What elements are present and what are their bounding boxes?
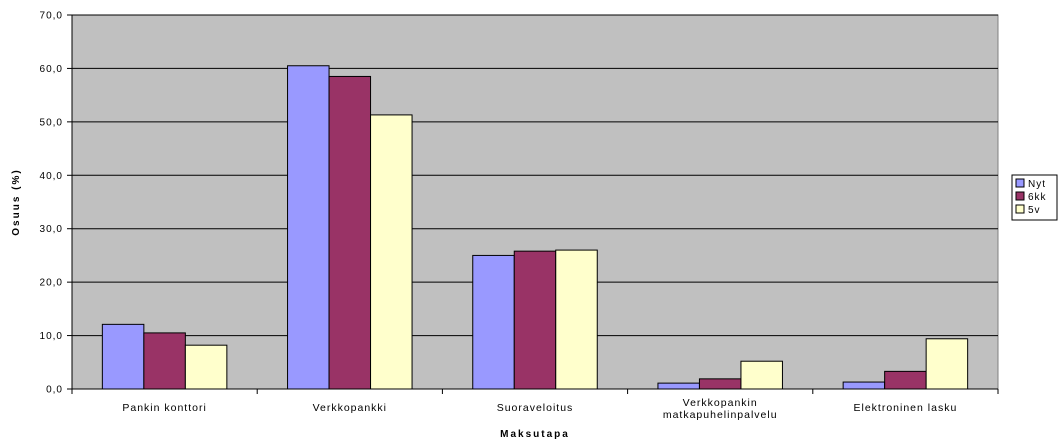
legend-swatch-6kk (1015, 191, 1025, 201)
bar-6kk-1 (328, 75, 372, 390)
bar-nyt-0 (101, 323, 145, 390)
y-tick-label: 10,0 (40, 331, 63, 342)
legend-label-nyt: Nyt (1028, 179, 1046, 190)
bar-5v-2 (555, 249, 598, 390)
y-tick-label: 20,0 (40, 278, 63, 289)
bar-5v-1 (370, 114, 413, 390)
legend-swatch-nyt (1015, 178, 1025, 188)
x-category-label: Suoraveloitus (497, 402, 574, 414)
x-category-label: Elektroninen lasku (853, 402, 957, 414)
y-tick-label: 30,0 (40, 224, 63, 235)
y-tick-labels: 0,0 10,0 20,0 30,0 40,0 50,0 60,0 70,0 (40, 11, 63, 396)
y-axis-title: Osuus (%) (11, 168, 22, 235)
y-tick-label: 40,0 (40, 171, 63, 182)
bar-5v-4 (925, 338, 969, 390)
y-tick-label: 0,0 (46, 385, 63, 396)
x-category-label: Verkkopankki (313, 402, 387, 414)
x-category-label: Verkkopankin (683, 397, 758, 409)
bar-nyt-1 (287, 65, 330, 390)
bar-6kk-2 (513, 250, 557, 390)
bars (101, 65, 969, 390)
bar-5v-0 (184, 344, 228, 390)
bar-nyt-4 (842, 381, 886, 390)
y-tick-label: 50,0 (40, 117, 63, 128)
bar-nyt-2 (472, 254, 515, 390)
legend: Nyt 6kk 5v (1011, 174, 1058, 221)
x-category-label: Pankin konttori (122, 402, 206, 414)
bar-5v-3 (740, 360, 783, 390)
legend-label-6kk: 6kk (1028, 192, 1047, 203)
grid-lines (72, 14, 998, 337)
x-category-labels: Pankin konttori Verkkopankki Suoraveloitus… (122, 397, 957, 421)
bar-6kk-3 (698, 378, 742, 390)
bar-6kk-4 (884, 370, 927, 390)
y-tick-label: 70,0 (40, 11, 63, 22)
x-category-label: matkapuhelinpalvelu (663, 409, 778, 421)
axes (67, 14, 999, 394)
y-tick-label: 60,0 (40, 64, 63, 75)
legend-label-5v: 5v (1028, 205, 1041, 216)
bar-6kk-0 (143, 332, 186, 390)
x-axis-title: Maksutapa (500, 429, 570, 440)
bar-nyt-3 (657, 382, 700, 390)
legend-swatch-5v (1015, 204, 1025, 214)
